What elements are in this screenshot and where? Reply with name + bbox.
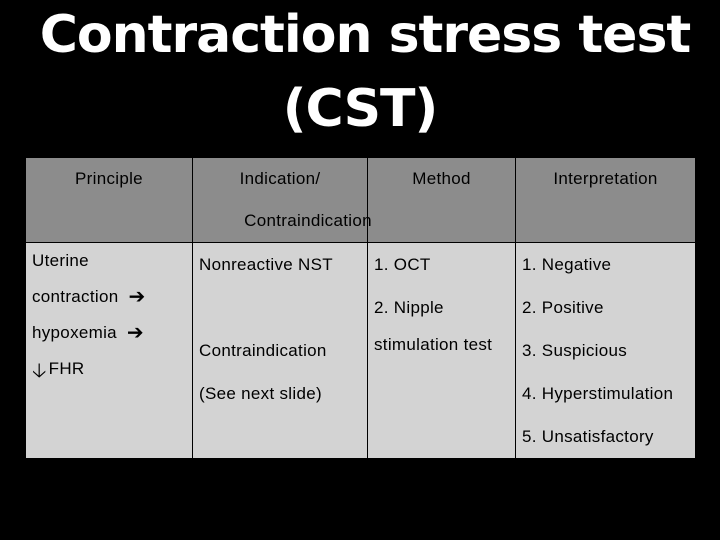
header-interpretation: Interpretation (515, 157, 696, 243)
interpretation-cell: 1. Negative 2. Positive 3. Suspicious 4.… (515, 242, 696, 459)
interpretation-item: 5. Unsatisfactory (522, 427, 654, 446)
header-principle: Principle (25, 157, 193, 243)
header-method: Method (367, 157, 516, 243)
principle-cell: Uterine contraction ➔ hypoxemia ➔ 🡣 FHR (25, 242, 193, 459)
method-item: stimulation test (374, 335, 493, 354)
header-indication: Indication/ Contraindication (192, 157, 372, 243)
right-arrow-icon: ➔ (126, 322, 144, 344)
principle-hypoxemia: hypoxemia (32, 323, 117, 342)
method-item: 2. Nipple (374, 298, 444, 317)
principle-line: 🡣 FHR (32, 351, 192, 387)
indication-cell: Nonreactive NST Contraindication (See ne… (192, 242, 368, 459)
right-arrow-icon: ➔ (128, 286, 146, 308)
slide-title: Contraction stress test (CST) (0, 0, 720, 144)
method-item: 1. OCT (374, 255, 431, 274)
header-indication-label: Indication/ (239, 169, 321, 188)
interpretation-item: 1. Negative (522, 255, 612, 274)
title-line-1: Contraction stress test (39, 5, 692, 65)
method-cell: 1. OCT 2. Nipple stimulation test (367, 242, 516, 459)
down-arrow-icon: 🡣 (32, 360, 47, 382)
principle-line: hypoxemia ➔ (32, 315, 192, 351)
interpretation-item: 2. Positive (522, 298, 604, 317)
body-row: Uterine contraction ➔ hypoxemia ➔ 🡣 FHR Non… (25, 242, 696, 459)
indication-item: Nonreactive NST (199, 255, 333, 274)
principle-uterine: Uterine (32, 251, 89, 270)
principle-line: contraction ➔ (32, 279, 192, 315)
header-contraindication-label: Contraindication (244, 211, 372, 230)
indication-item: (See next slide) (199, 384, 322, 403)
title-line-2: (CST) (282, 79, 439, 139)
header-principle-label: Principle (75, 169, 143, 188)
principle-contraction: contraction (32, 287, 119, 306)
cst-table: Principle Indication/ Contraindication M… (25, 157, 696, 459)
indication-item: Contraindication (199, 341, 327, 360)
indication-spacer (199, 286, 367, 329)
header-interpretation-label: Interpretation (553, 169, 658, 188)
interpretation-item: 4. Hyperstimulation (522, 384, 674, 403)
principle-fhr: FHR (48, 359, 85, 378)
header-row: Principle Indication/ Contraindication M… (25, 157, 696, 243)
interpretation-item: 3. Suspicious (522, 341, 628, 360)
header-method-label: Method (412, 169, 471, 188)
principle-line: Uterine (32, 243, 192, 279)
